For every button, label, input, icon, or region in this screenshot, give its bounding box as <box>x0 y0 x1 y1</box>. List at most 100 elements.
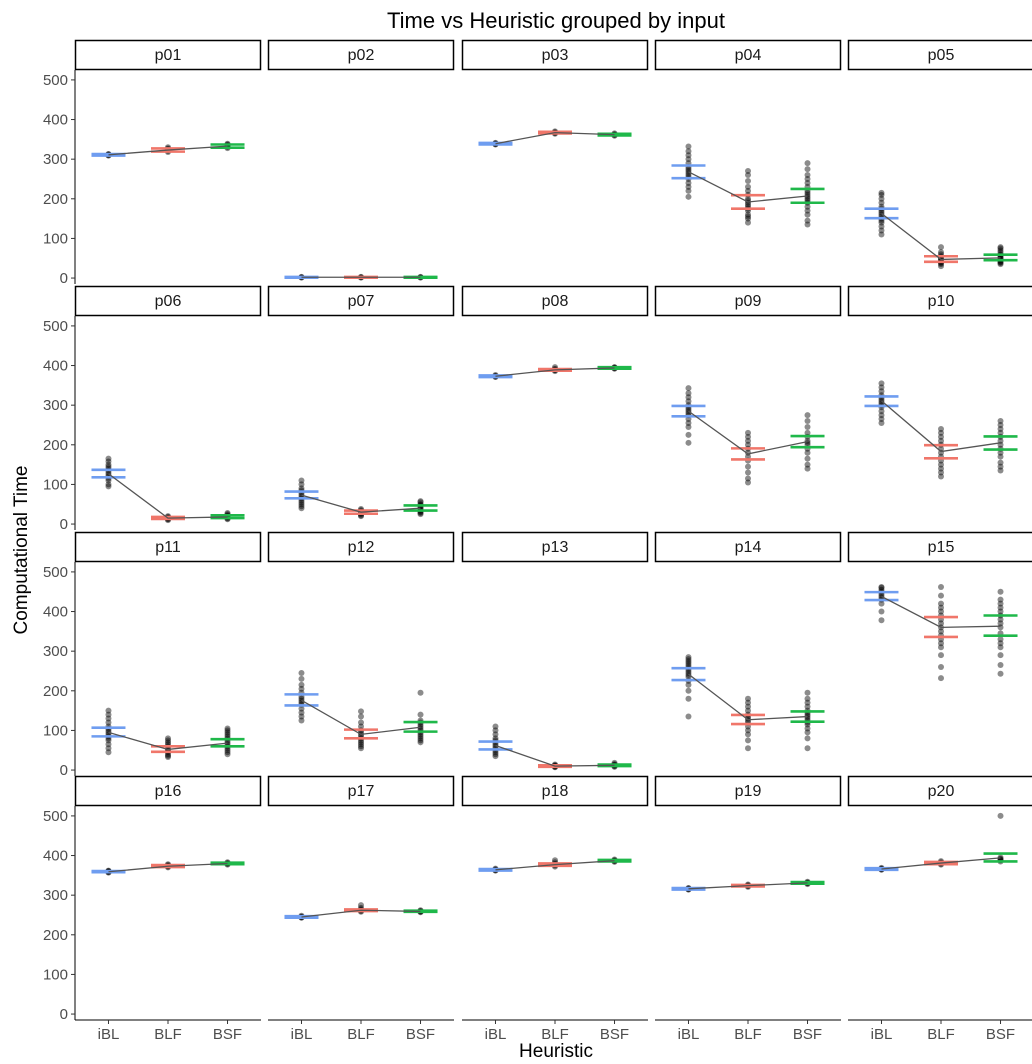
strip-label: p13 <box>542 539 569 556</box>
data-point <box>804 179 811 186</box>
data-point <box>105 483 112 490</box>
strip-label: p02 <box>348 47 375 64</box>
data-point <box>878 584 885 591</box>
data-point <box>685 170 692 177</box>
data-point <box>745 745 751 752</box>
data-point <box>165 739 171 746</box>
data-point <box>997 662 1004 669</box>
y-tick-label: 100 <box>43 966 68 983</box>
data-point <box>358 713 364 720</box>
strip-box <box>267 285 455 317</box>
data-point <box>878 223 885 230</box>
strip-label: p16 <box>155 783 182 800</box>
strip-box <box>654 531 842 563</box>
y-tick-label: 400 <box>43 358 68 375</box>
panel-p07: p07 <box>267 285 455 520</box>
panel-p04: p04 <box>654 39 842 228</box>
strip-label: p06 <box>155 293 182 310</box>
data-point <box>685 439 692 446</box>
data-point <box>298 675 305 682</box>
data-point <box>878 380 885 387</box>
strip-box <box>654 775 842 807</box>
data-point <box>938 604 944 611</box>
data-point <box>997 600 1004 607</box>
data-point <box>417 733 424 740</box>
data-point <box>492 727 499 734</box>
x-tick-label: BLF <box>541 1026 569 1043</box>
x-tick-label: iBL <box>98 1026 120 1043</box>
data-point <box>105 455 112 462</box>
data-point <box>804 689 811 696</box>
data-point <box>804 160 811 167</box>
data-point <box>938 244 944 251</box>
data-point <box>685 662 692 669</box>
strip-box <box>654 39 842 71</box>
data-point <box>745 703 751 710</box>
data-point <box>224 731 231 738</box>
data-point <box>997 453 1004 460</box>
data-point <box>745 479 751 486</box>
mean-line <box>688 171 808 203</box>
data-point <box>224 747 231 754</box>
x-tick-label: BLF <box>927 1026 955 1043</box>
data-point <box>105 749 112 756</box>
data-point <box>492 753 499 760</box>
data-point <box>804 725 811 732</box>
chart-title: Time vs Heuristic grouped by input <box>387 8 725 33</box>
data-point <box>804 695 811 702</box>
data-point <box>105 715 112 722</box>
data-point <box>878 617 885 624</box>
strip-box <box>267 775 455 807</box>
data-point <box>417 498 424 505</box>
strip-box <box>267 531 455 563</box>
panel-p19: p19 iBL BLF BSF <box>654 775 842 1043</box>
data-point <box>997 429 1004 436</box>
data-point <box>804 166 811 173</box>
data-point <box>685 385 692 392</box>
data-point <box>298 485 305 492</box>
data-point <box>804 699 811 706</box>
strip-box <box>847 285 1032 317</box>
y-tick-label: 0 <box>60 1006 68 1023</box>
data-point <box>938 644 944 651</box>
data-point <box>417 511 424 518</box>
strip-box <box>461 775 649 807</box>
y-tick-label: 500 <box>43 808 68 825</box>
data-point <box>997 261 1004 268</box>
data-point <box>105 461 112 468</box>
data-point <box>417 739 424 746</box>
data-point <box>997 244 1004 251</box>
data-point <box>938 461 944 468</box>
panel-p09: p09 <box>654 285 842 486</box>
data-point <box>105 737 112 744</box>
data-point <box>938 600 944 607</box>
data-point <box>417 689 424 696</box>
data-point <box>938 675 944 682</box>
data-point <box>878 227 885 234</box>
data-point <box>358 708 364 715</box>
data-point <box>997 616 1004 623</box>
data-point <box>745 731 751 738</box>
data-point <box>997 588 1004 595</box>
y-tick-label: 500 <box>43 72 68 89</box>
data-point <box>685 390 692 397</box>
data-point <box>804 455 811 462</box>
strip-label: p18 <box>542 783 569 800</box>
y-tick-label: 300 <box>43 151 68 168</box>
data-point <box>938 640 944 647</box>
data-point <box>997 812 1004 819</box>
data-point <box>685 143 692 150</box>
data-point <box>298 685 305 692</box>
data-point <box>997 620 1004 627</box>
panel-p16: p16 0 100 200 300 400 500 iBL BLF BSF <box>43 775 262 1043</box>
data-point <box>997 467 1004 474</box>
data-point <box>685 420 692 426</box>
data-point <box>298 705 305 712</box>
strip-label: p19 <box>735 783 762 800</box>
data-point <box>685 713 692 720</box>
data-point <box>997 245 1004 252</box>
data-point <box>878 199 885 206</box>
y-tick-label: 300 <box>43 887 68 904</box>
mean-line <box>881 400 1001 453</box>
